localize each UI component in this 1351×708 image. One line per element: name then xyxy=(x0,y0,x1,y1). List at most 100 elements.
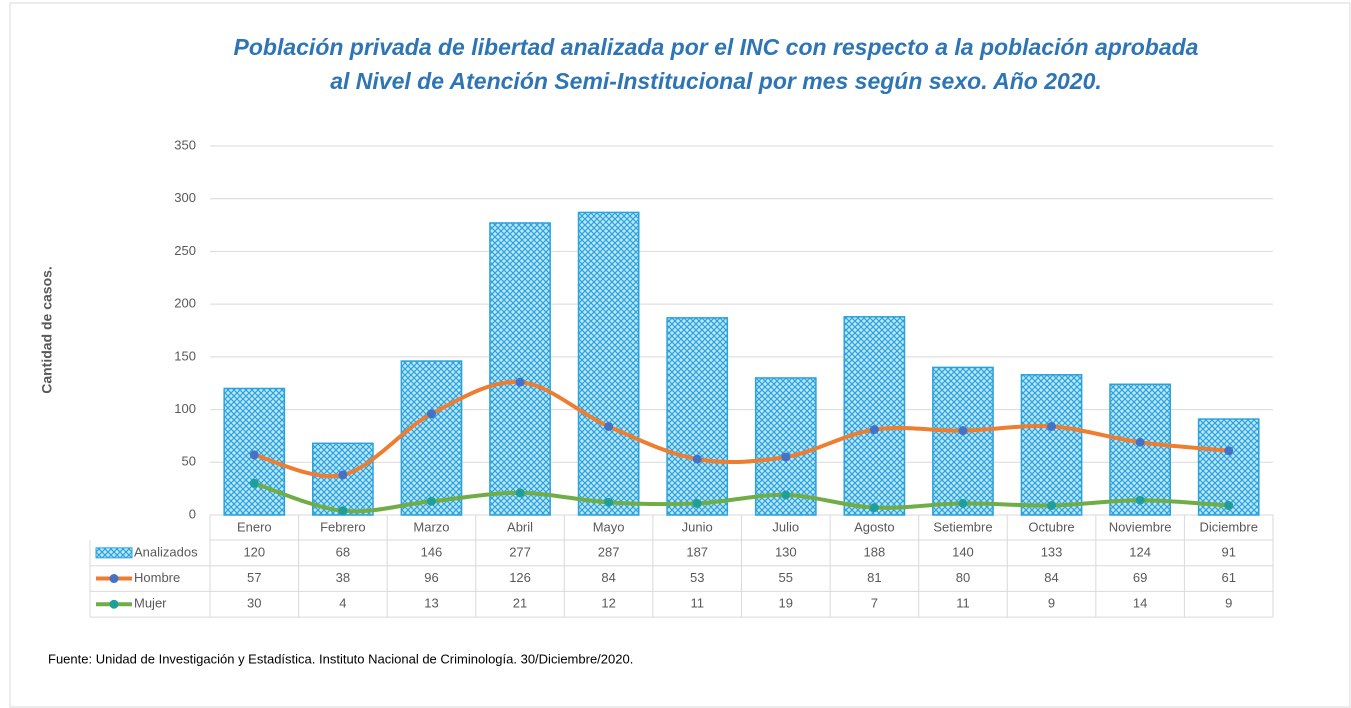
table-value: 130 xyxy=(775,544,797,559)
table-value: 19 xyxy=(779,596,793,611)
table-value: 140 xyxy=(952,544,974,559)
marker xyxy=(515,488,525,498)
y-tick-label: 200 xyxy=(174,296,196,311)
y-tick-label: 350 xyxy=(174,137,196,152)
legend-key xyxy=(109,574,119,584)
table-value: 4 xyxy=(339,596,346,611)
marker xyxy=(1047,501,1057,511)
x-tick-label: Junio xyxy=(682,519,713,534)
bar xyxy=(666,317,729,516)
table-value: 14 xyxy=(1133,596,1147,611)
y-tick-label: 50 xyxy=(182,454,196,469)
source: Fuente: Unidad de Investigación y Estadí… xyxy=(48,651,633,666)
marker xyxy=(869,425,879,435)
table-value: 146 xyxy=(421,544,443,559)
table-value: 11 xyxy=(956,596,970,611)
y-tick-label: 100 xyxy=(174,401,196,416)
x-tick-label: Octubre xyxy=(1028,519,1074,534)
table-value: 7 xyxy=(871,596,878,611)
x-tick-label: Diciembre xyxy=(1199,519,1258,534)
table-value: 91 xyxy=(1221,544,1235,559)
table-value: 133 xyxy=(1041,544,1063,559)
table-value: 13 xyxy=(424,596,438,611)
frame xyxy=(9,2,1351,708)
marker xyxy=(338,470,348,480)
marker xyxy=(426,409,436,419)
marker xyxy=(604,421,614,431)
marker xyxy=(1224,501,1234,511)
marker xyxy=(604,497,614,507)
table-value: 287 xyxy=(598,544,620,559)
marker xyxy=(958,426,968,436)
table-value: 57 xyxy=(247,570,261,585)
bar xyxy=(1109,383,1171,516)
x-tick-label: Marzo xyxy=(413,519,449,534)
x-tick-label: Agosto xyxy=(854,519,894,534)
table-value: 30 xyxy=(247,596,261,611)
marker xyxy=(1047,421,1057,431)
marker xyxy=(692,454,702,464)
x-tick-label: Noviembre xyxy=(1109,519,1172,534)
marker xyxy=(249,478,259,488)
marker xyxy=(426,496,436,506)
marker xyxy=(781,452,791,462)
legend-key xyxy=(109,599,119,609)
bar xyxy=(932,366,994,516)
legend-key xyxy=(95,547,133,559)
table-value: 96 xyxy=(424,570,438,585)
marker xyxy=(1224,446,1234,456)
marker xyxy=(1135,437,1145,447)
marker xyxy=(1135,495,1145,505)
table-value: 80 xyxy=(956,570,970,585)
y-tick-label: 150 xyxy=(174,348,196,363)
bar xyxy=(489,222,551,516)
marker xyxy=(338,506,348,516)
table-value: 11 xyxy=(690,596,704,611)
table-value: 9 xyxy=(1225,596,1232,611)
x-tick-label: Enero xyxy=(237,519,272,534)
y-tick-label: 250 xyxy=(174,243,196,258)
legend-label: Mujer xyxy=(134,596,167,611)
y-axis-label: Cantidad de casos. xyxy=(39,266,55,394)
table-value: 188 xyxy=(864,544,886,559)
marker xyxy=(515,377,525,387)
chart-title: al Nivel de Atención Semi-Institucional … xyxy=(330,68,1102,94)
line xyxy=(252,380,1231,479)
marker xyxy=(958,498,968,508)
table-value: 84 xyxy=(601,570,615,585)
y-tick-label: 0 xyxy=(189,506,196,521)
table-value: 12 xyxy=(601,596,615,611)
table-value: 9 xyxy=(1048,596,1055,611)
legend-label: Hombre xyxy=(134,570,180,585)
table-value: 21 xyxy=(513,596,527,611)
legend-label: Analizados xyxy=(134,544,198,559)
bar xyxy=(1197,418,1260,516)
bar xyxy=(400,360,463,516)
marker xyxy=(692,498,702,508)
table-value: 81 xyxy=(867,570,881,585)
table-value: 69 xyxy=(1133,570,1147,585)
bar xyxy=(1020,374,1083,516)
marker xyxy=(869,503,879,513)
x-tick-label: Febrero xyxy=(320,519,366,534)
table-value: 68 xyxy=(336,544,350,559)
chart-title: Población privada de libertad analizada … xyxy=(234,34,1199,60)
y-tick-label: 300 xyxy=(174,190,196,205)
marker xyxy=(781,490,791,500)
table-value: 53 xyxy=(690,570,704,585)
table-value: 120 xyxy=(243,544,265,559)
table-value: 84 xyxy=(1044,570,1058,585)
x-tick-label: Mayo xyxy=(593,519,625,534)
table-value: 61 xyxy=(1221,570,1235,585)
table-value: 126 xyxy=(509,570,531,585)
table-value: 187 xyxy=(686,544,708,559)
marker xyxy=(249,450,259,460)
bar xyxy=(577,211,640,516)
x-tick-label: Julio xyxy=(772,519,799,534)
bar xyxy=(843,316,906,516)
table-value: 277 xyxy=(509,544,531,559)
line xyxy=(252,481,1231,514)
x-tick-label: Setiembre xyxy=(933,519,992,534)
table-value: 55 xyxy=(779,570,793,585)
